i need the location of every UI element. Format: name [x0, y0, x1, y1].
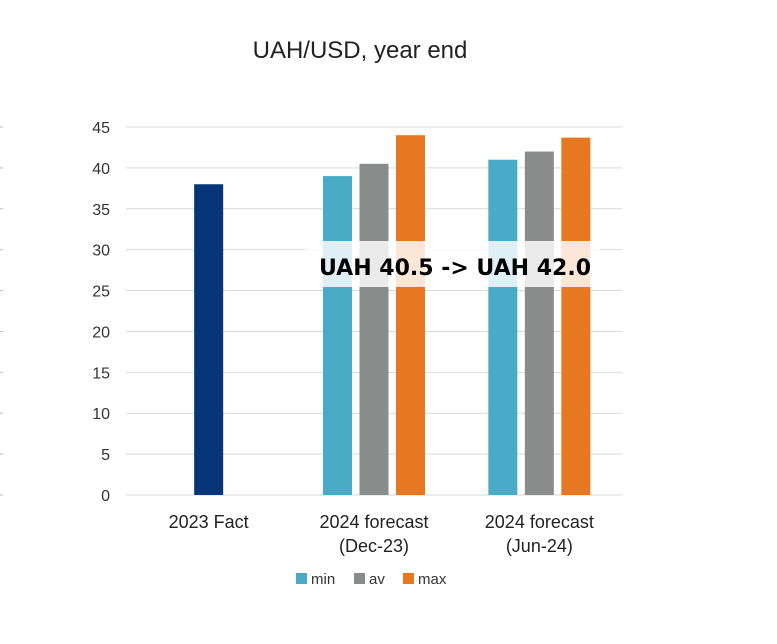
y-tick-label: 20: [92, 324, 110, 341]
bar-av: [524, 151, 554, 496]
bar-min: [488, 159, 518, 495]
annotation-band: [305, 241, 600, 287]
legend-label-av: av: [369, 571, 385, 588]
x-tick-label: 2023 Fact: [169, 512, 249, 532]
legend-label-max: max: [418, 571, 447, 588]
y-tick-label: 5: [101, 447, 110, 464]
y-tick-label: 25: [92, 284, 110, 301]
x-tick-label: (Dec-23): [339, 536, 409, 556]
legend-label-min: min: [311, 571, 335, 588]
x-tick-label: 2024 forecast: [319, 512, 428, 532]
bar-2023-fact: [194, 184, 224, 495]
legend-swatch-av: [354, 573, 365, 584]
x-tick-label: (Jun-24): [506, 536, 573, 556]
chart-title: UAH/USD, year end: [253, 37, 468, 64]
y-tick-label: 10: [92, 406, 110, 423]
y-tick-label: 0: [101, 488, 110, 505]
y-tick-label: 30: [92, 243, 110, 260]
y-tick-label: 15: [92, 365, 110, 382]
annotation-text: UAH 40.5 -> UAH 42.0: [319, 256, 591, 281]
bar-max: [396, 135, 425, 495]
legend-swatch-max: [403, 573, 414, 584]
bar-max: [561, 137, 591, 495]
legend-swatch-min: [296, 573, 307, 584]
bar-av: [359, 163, 389, 496]
y-tick-label: 35: [92, 202, 110, 219]
bar-min: [323, 176, 352, 496]
y-tick-label: 45: [92, 120, 110, 137]
y-tick-label: 40: [92, 161, 110, 178]
x-tick-label: 2024 forecast: [485, 512, 594, 532]
